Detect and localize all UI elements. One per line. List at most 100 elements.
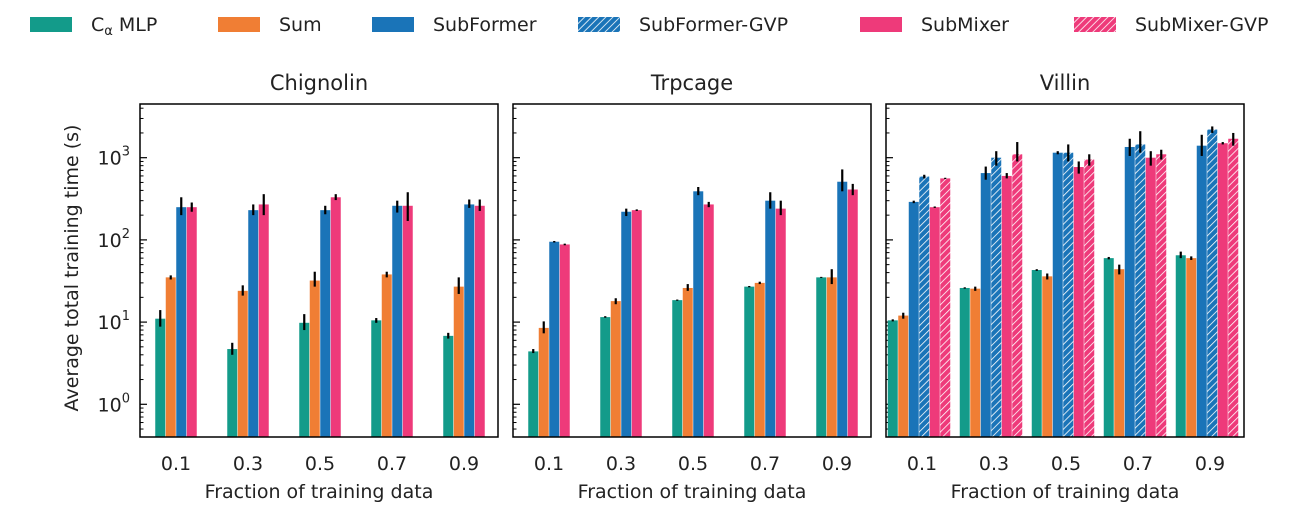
bar-group-0.7: [744, 192, 786, 437]
bar-submixer: [703, 204, 714, 437]
bar-group-0.3: [600, 208, 642, 437]
bar-group-0.1: [155, 197, 197, 437]
bar-sum: [1114, 269, 1125, 437]
bar-sum: [826, 277, 837, 437]
bar-group-0.9: [816, 169, 858, 437]
y-tick-label: 101: [98, 309, 130, 334]
bar-submixer: [474, 205, 485, 437]
legend-swatch-calpha: [30, 17, 72, 32]
bar-sum: [1042, 276, 1053, 437]
bar-submixer: [258, 204, 269, 437]
bar-submixer: [330, 197, 341, 437]
bar-submixer: [929, 207, 940, 437]
bar-subformer: [765, 200, 776, 437]
y-tick-label: 103: [98, 145, 130, 170]
bar-calpha: [959, 287, 970, 437]
legend-swatch-sum: [218, 17, 260, 32]
x-tick-label: 0.5: [305, 453, 335, 475]
bar-calpha: [672, 300, 683, 437]
legend-entry-subformer_gvp: SubFormer-GVP: [578, 14, 788, 36]
panel-title: Villin: [1040, 71, 1091, 95]
y-tick-label: 100: [98, 391, 130, 416]
legend-label-subformer: SubFormer: [433, 14, 537, 36]
legend-swatch-subformer_gvp: [578, 17, 620, 32]
bar-subformer: [837, 181, 848, 437]
x-tick-label: 0.1: [907, 453, 937, 475]
x-tick-label: 0.1: [534, 453, 564, 475]
bar-group-0.5: [1031, 144, 1095, 438]
bar-subformer_gvp: [1207, 129, 1218, 437]
x-tick-label: 0.7: [750, 453, 780, 475]
bar-subformer: [1196, 145, 1207, 437]
bar-calpha: [1175, 255, 1186, 437]
legend-entry-submixer: SubMixer: [860, 14, 1009, 36]
bar-calpha: [1103, 258, 1114, 437]
bar-subformer: [693, 191, 704, 437]
bar-subformer: [980, 173, 991, 438]
x-tick-label: 0.5: [678, 453, 708, 475]
bar-subformer: [392, 205, 403, 437]
bar-subformer: [176, 207, 187, 437]
bar-submixer_gvp: [1012, 154, 1023, 437]
bar-calpha: [528, 351, 539, 437]
bar-submixer: [1073, 167, 1084, 438]
bar-subformer_gvp: [919, 176, 930, 438]
bar-submixer_gvp: [1156, 154, 1167, 437]
bar-submixer: [1145, 157, 1156, 437]
bar-group-0.1: [528, 240, 570, 437]
legend-swatch-submixer: [860, 17, 902, 32]
bar-submixer_gvp: [1228, 138, 1239, 437]
bar-subformer_gvp: [1135, 144, 1146, 437]
bar-sum: [237, 290, 248, 437]
bar-submixer: [775, 208, 786, 437]
bar-subformer: [908, 201, 919, 437]
x-axis-title: Fraction of training data: [578, 481, 807, 503]
bar-subformer: [549, 241, 560, 437]
bar-subformer: [464, 204, 475, 437]
panel-villin: Villin 0.1 0.3 0.5 0.7 0.9 Fraction of trainin…: [885, 71, 1245, 503]
x-tick-label: 0.7: [1123, 453, 1153, 475]
y-tick-label: 102: [98, 227, 130, 252]
bar-submixer: [402, 205, 413, 437]
legend: Cα MLP Sum SubFormer SubFormer-GVP SubMixer S…: [30, 14, 1269, 39]
bar-calpha: [227, 349, 238, 437]
bar-submixer: [1001, 175, 1012, 437]
bar-group-0.7: [1103, 131, 1167, 437]
bar-sum: [610, 301, 621, 437]
bar-group-0.5: [299, 194, 341, 437]
bar-sum: [381, 274, 392, 437]
bar-calpha: [887, 320, 898, 437]
legend-swatch-submixer_gvp: [1074, 17, 1116, 32]
x-tick-label: 0.7: [377, 453, 407, 475]
bar-subformer: [1124, 146, 1135, 437]
bar-group-0.9: [443, 199, 485, 437]
legend-label-submixer: SubMixer: [921, 14, 1009, 36]
bar-calpha: [155, 318, 166, 437]
bar-calpha: [1031, 270, 1042, 437]
bar-group-0.5: [672, 187, 714, 437]
bar-sum: [898, 315, 909, 437]
bar-sum: [165, 277, 176, 437]
bar-calpha: [600, 317, 611, 437]
bar-sum: [970, 288, 981, 437]
bar-group-0.9: [1175, 126, 1239, 437]
bar-submixer_gvp: [940, 178, 951, 437]
bar-calpha: [299, 322, 310, 437]
bar-calpha: [443, 335, 454, 437]
bar-submixer: [1217, 143, 1228, 437]
x-tick-label: 0.3: [606, 453, 636, 475]
bar-group-0.1: [887, 174, 951, 438]
legend-label-subformer_gvp: SubFormer-GVP: [639, 14, 788, 36]
y-axis-title: Average total training time (s): [61, 125, 83, 412]
bar-submixer_gvp: [1084, 159, 1095, 437]
bar-sum: [538, 327, 549, 437]
panel-frame: [885, 103, 1245, 438]
panel-frame: [139, 103, 499, 438]
x-tick-label: 0.9: [822, 453, 852, 475]
bar-subformer: [1052, 152, 1063, 437]
bar-group-0.3: [959, 142, 1023, 438]
bar-sum: [754, 282, 765, 437]
x-tick-label: 0.9: [1195, 453, 1225, 475]
legend-entry-submixer_gvp: SubMixer-GVP: [1074, 14, 1269, 36]
